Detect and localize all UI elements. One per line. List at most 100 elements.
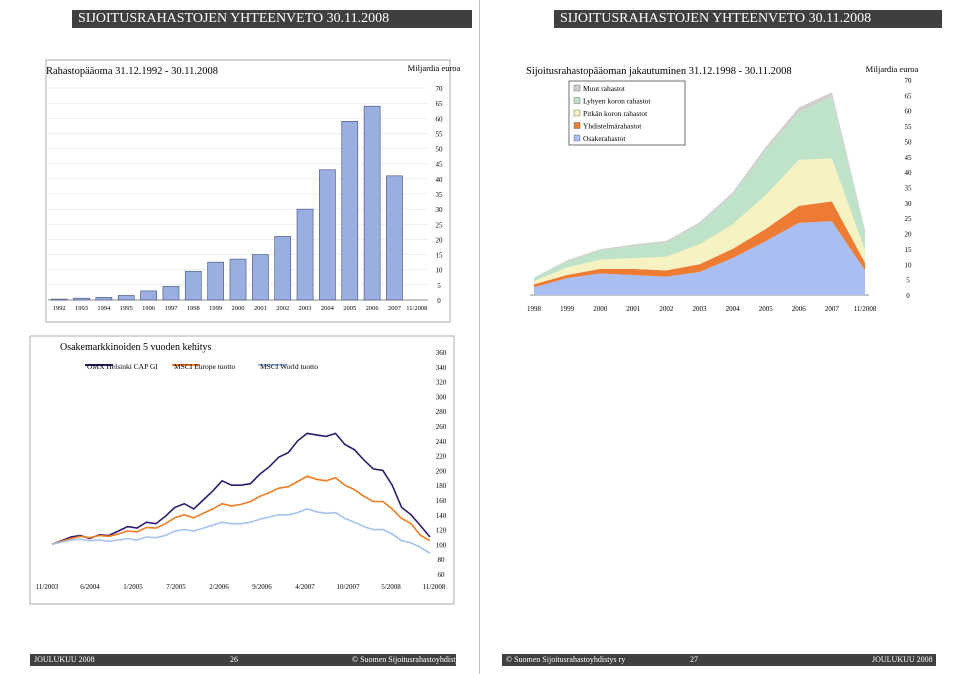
area-legend-label: Pitkän koron rahastot (583, 109, 648, 118)
bar-chart-x-label: 2001 (254, 305, 267, 312)
area-chart-x-label: 2005 (759, 305, 774, 313)
bar-chart-y-tick: 65 (436, 100, 444, 108)
bar-chart-y-tick: 20 (436, 236, 444, 244)
area-legend-swatch (573, 84, 581, 92)
bar-chart-x-label: 1995 (120, 305, 133, 312)
line-chart-x-label: 11/2008 (423, 583, 446, 591)
area-legend-swatch (573, 134, 581, 142)
bar-chart-x-label: 2005 (343, 305, 356, 312)
area-chart-x-label: 2006 (792, 305, 807, 313)
bar-chart-x-label: 11/2008 (406, 305, 427, 312)
area-chart-unit-label: Miljardia euroa (866, 64, 919, 74)
area-chart-y-tick: 65 (905, 92, 913, 100)
line-chart-y-tick: 120 (436, 527, 447, 535)
bar-chart-x-label: 2007 (388, 305, 402, 312)
bar-chart-x-label: 1994 (97, 305, 111, 312)
line-series-1 (51, 432, 431, 546)
area-chart-x-label: 2003 (693, 305, 708, 313)
bar-chart-x-label: 1998 (187, 305, 200, 312)
bar-chart-x-label: 1996 (142, 305, 156, 312)
footer-left-page: 26 (230, 655, 238, 664)
area-chart-legend (568, 80, 686, 146)
bar-chart-bar (296, 208, 314, 301)
area-chart-y-tick: 40 (905, 169, 913, 177)
bar-chart-bar (95, 296, 113, 301)
area-chart-y-tick: 35 (905, 185, 913, 193)
bar-chart-bar (363, 105, 381, 301)
bar-chart-bar (207, 261, 224, 301)
footer-right-month: JOULUKUU 2008 (872, 655, 933, 664)
area-legend-swatch (573, 122, 581, 129)
line-chart-frame (29, 335, 455, 605)
line-chart: Osakemarkkinoiden 5 vuoden kehitys 60 80 10… (29, 335, 455, 605)
line-chart-y-tick: 200 (436, 467, 447, 475)
bar-chart-unit-label: Miljardia euroa (408, 63, 461, 73)
area-chart-y-tick: 20 (905, 231, 913, 239)
area-legend-swatch (573, 97, 581, 104)
area-chart-x-label: 2002 (659, 305, 674, 313)
line-chart-y-tick: 240 (436, 438, 447, 446)
bar-chart-y-tick: 50 (436, 146, 444, 154)
line-chart-x-label: 11/2003 (36, 583, 59, 591)
area-chart-title: Sijoitusrahastopääoman jakautuminen 31.1… (526, 66, 792, 77)
bar-chart-title: Rahastopääoma 31.12.1992 - 30.11.2008 (46, 66, 218, 77)
line-legend-label: MSCI World tuotto (260, 362, 318, 371)
bar-chart-x-label: 1992 (53, 305, 66, 312)
line-chart-x-label: 6/2004 (80, 583, 100, 591)
line-chart-x-label: 2/2006 (209, 583, 229, 591)
header-right: SIJOITUSRAHASTOJEN YHTEENVETO 30.11.2008 (554, 10, 942, 28)
footer-left-month: JOULUKUU 2008 (34, 655, 95, 664)
line-chart-x-label: 7/2005 (166, 583, 186, 591)
line-chart-x-label: 5/2008 (381, 583, 401, 591)
bar-chart-x-label: 2006 (366, 305, 380, 312)
line-chart-y-tick: 340 (436, 364, 447, 372)
area-series-3 (534, 158, 865, 285)
bar-chart-bar (274, 236, 292, 301)
line-legend-label: MSCI Europe tuotto (174, 362, 235, 371)
line-chart-y-tick: 260 (436, 423, 447, 431)
area-chart-y-tick: 60 (905, 108, 913, 116)
line-chart-x-label: 9/2006 (252, 583, 272, 591)
line-chart-y-tick: 180 (436, 482, 447, 490)
bar-chart-y-tick: 10 (436, 267, 444, 275)
area-chart-y-tick: 50 (905, 138, 913, 146)
line-chart-y-tick: 220 (436, 453, 447, 461)
bar-chart-y-tick: 30 (436, 206, 444, 214)
line-series-3 (51, 508, 431, 554)
bar-chart-bar (140, 290, 157, 301)
bar-chart-bar (50, 298, 68, 301)
bar-chart-bar (162, 286, 180, 301)
line-chart-y-tick: 100 (436, 541, 447, 549)
area-legend-label: Muut rahastot (583, 84, 626, 93)
area-chart-y-tick: 30 (905, 200, 913, 208)
bar-chart-bar (73, 297, 90, 301)
area-legend-swatch (573, 109, 581, 117)
bar-chart-y-tick: 45 (436, 161, 444, 169)
line-legend-label: OMX Helsinki CAP GI (87, 362, 158, 371)
area-chart-y-tick: 25 (905, 215, 913, 223)
area-chart-y-tick: 70 (905, 77, 913, 85)
area-chart-x-label: 11/2008 (854, 305, 877, 313)
bar-chart-bar (386, 175, 403, 301)
footer-left: JOULUKUU 2008 26 © Suomen Sijoitusrahast… (30, 654, 471, 666)
area-series-2 (534, 201, 865, 288)
footer-right-copyright: © Suomen Sijoitusrahastoyhdistys ry (506, 655, 626, 664)
bar-chart-x-label: 2003 (299, 305, 312, 312)
footer-right-page: 27 (690, 655, 698, 664)
area-chart-x-label: 1998 (527, 305, 542, 313)
line-chart-x-label: 4/2007 (295, 583, 315, 591)
line-chart-y-tick: 320 (436, 379, 447, 387)
bar-chart-x-label: 2000 (232, 305, 245, 312)
bar-chart-y-tick: 15 (436, 252, 444, 260)
line-chart-y-tick: 160 (436, 497, 447, 505)
bar-chart-x-label: 1997 (164, 305, 178, 312)
bar-chart-y-tick: 55 (436, 130, 444, 138)
area-series-1 (534, 221, 865, 295)
footer-right: © Suomen Sijoitusrahastoyhdistys ry 27 J… (502, 654, 936, 666)
bar-chart: Rahastopääoma 31.12.1992 - 30.11.2008 Mil… (45, 59, 461, 323)
bar-chart-bar (117, 295, 135, 301)
bar-chart-x-label: 2004 (321, 305, 335, 312)
line-chart-y-tick: 80 (438, 556, 446, 564)
area-chart-x-label: 1999 (560, 305, 575, 313)
